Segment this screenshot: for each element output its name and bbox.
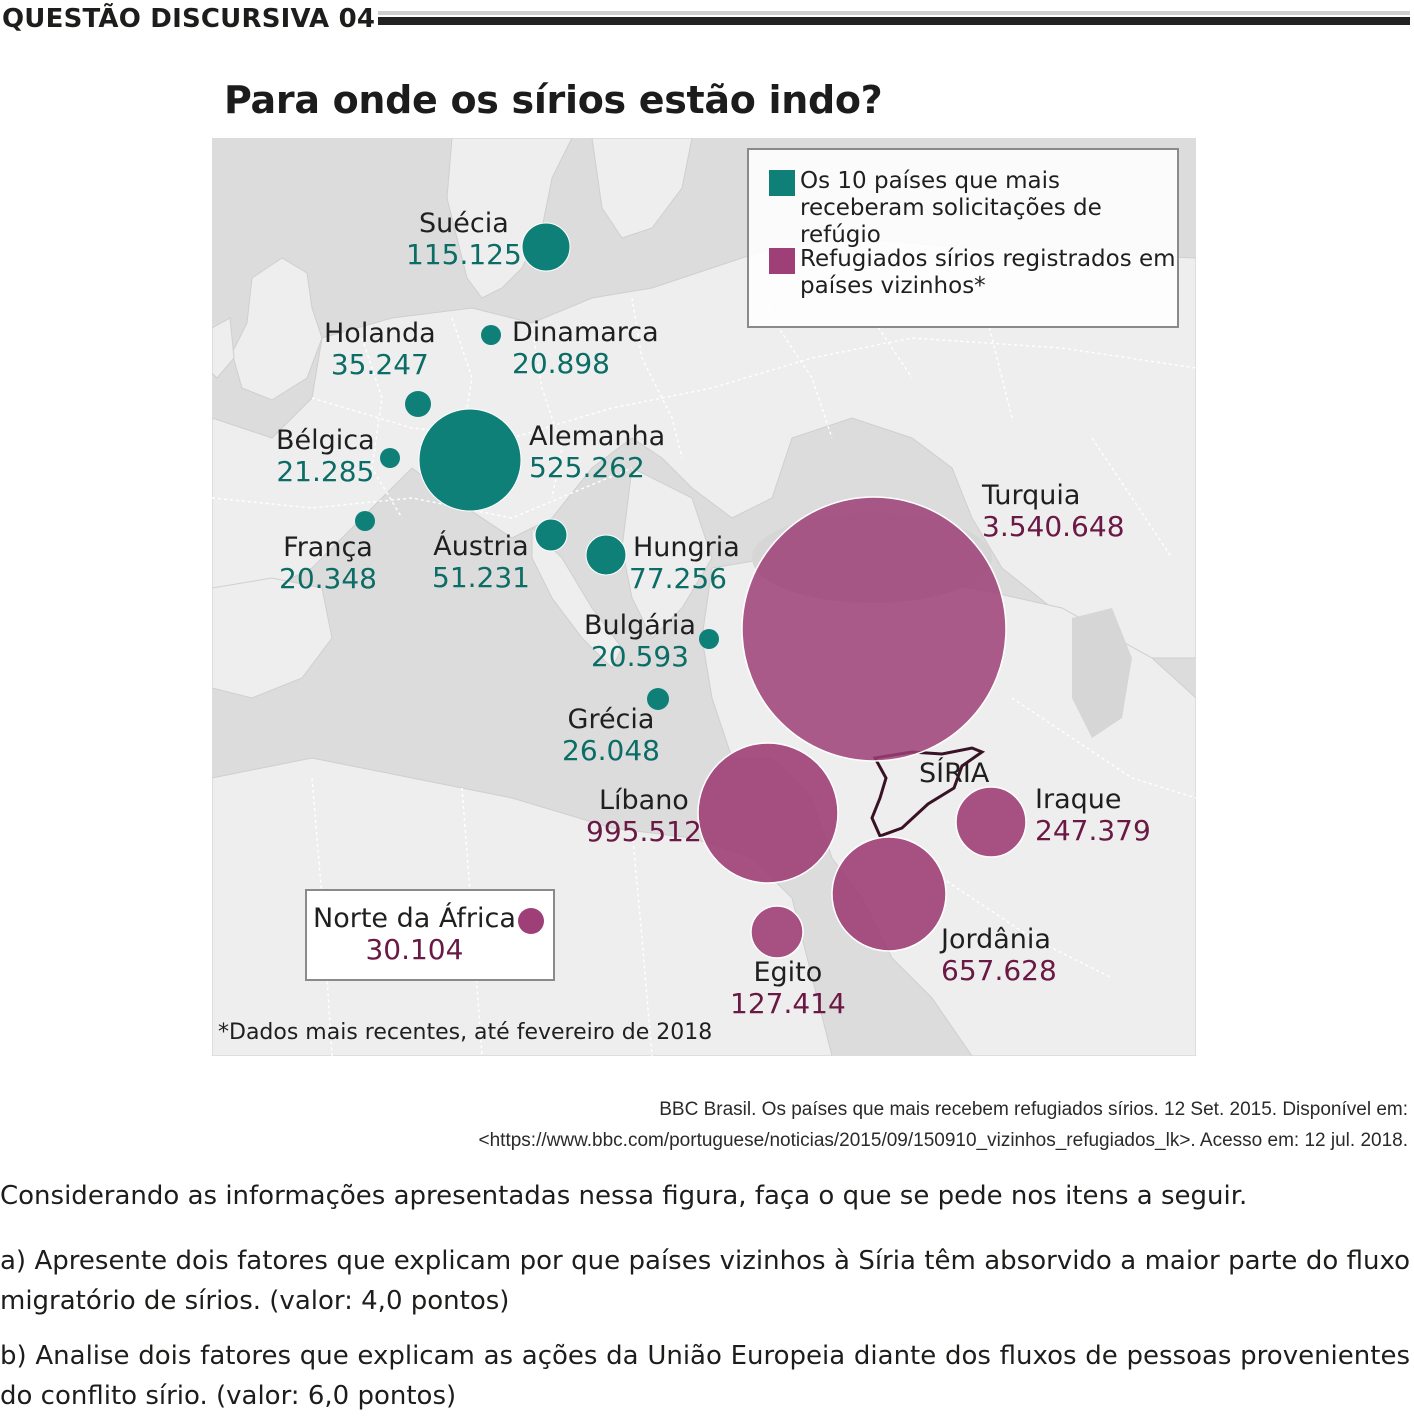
citation-line-2: <https://www.bbc.com/portuguese/noticias… bbox=[478, 1130, 1408, 1151]
asylum-bubbles bbox=[355, 222, 719, 710]
syria-outline bbox=[870, 746, 986, 838]
bubble-austria bbox=[534, 518, 568, 552]
bubble-franca bbox=[355, 511, 375, 531]
page-header: QUESTÃO DISCURSIVA 04 bbox=[0, 0, 1414, 44]
neighbor-bubbles bbox=[697, 496, 1027, 959]
bubble-belgica bbox=[380, 448, 400, 468]
label-franca: França 20.348 bbox=[279, 532, 377, 595]
citation-line-1: BBC Brasil. Os países que mais recebem r… bbox=[659, 1099, 1408, 1120]
header-rule-light bbox=[378, 11, 1410, 15]
bubble-egito bbox=[750, 905, 804, 959]
bubble-norte-africa bbox=[518, 908, 544, 934]
bubble-bulgaria bbox=[699, 629, 719, 649]
bubble-layer bbox=[355, 222, 1027, 959]
bubble-alemanha bbox=[418, 408, 522, 512]
bubble-dinamarca bbox=[481, 325, 501, 345]
bubble-turquia bbox=[741, 496, 1007, 762]
label-holanda: Holanda 35.247 bbox=[324, 318, 436, 381]
map-footnote: *Dados mais recentes, até fevereiro de 2… bbox=[218, 1020, 713, 1045]
legend-label-asylum: Os 10 países que mais receberam solicita… bbox=[800, 168, 1102, 248]
legend-swatch-neighbors bbox=[769, 248, 795, 274]
bubble-holanda bbox=[405, 391, 431, 417]
label-grecia: Grécia 26.048 bbox=[562, 704, 660, 767]
label-dinamarca: Dinamarca 20.898 bbox=[512, 317, 659, 380]
label-alemanha: Alemanha 525.262 bbox=[529, 421, 666, 484]
label-libano: Líbano 995.512 bbox=[586, 785, 702, 848]
label-bulgaria: Bulgária 20.593 bbox=[584, 610, 696, 673]
bubble-grecia bbox=[647, 688, 669, 710]
legend-swatch-asylum bbox=[769, 170, 795, 196]
bubble-jordania bbox=[831, 836, 947, 952]
label-turquia: Turquia 3.540.648 bbox=[982, 480, 1125, 543]
bubble-suecia bbox=[521, 222, 571, 272]
north-africa-box bbox=[305, 889, 555, 981]
source-citation: BBC Brasil. Os países que mais recebem r… bbox=[479, 1094, 1408, 1156]
question-item-b: b) Analise dois fatores que explicam as … bbox=[0, 1341, 1410, 1411]
question-intro: Considerando as informações apresentadas… bbox=[0, 1181, 1248, 1211]
label-norte-africa: Norte da África 30.104 bbox=[313, 903, 516, 966]
label-egito: Egito 127.414 bbox=[730, 957, 846, 1020]
label-suecia: Suécia 115.125 bbox=[406, 208, 522, 271]
bubble-iraque bbox=[955, 786, 1027, 858]
label-austria: Áustria 51.231 bbox=[432, 531, 530, 594]
legend-label-neighbors: Refugiados sírios registrados em países … bbox=[800, 246, 1176, 299]
map-title: Para onde os sírios estão indo? bbox=[224, 78, 883, 122]
map-legend: Os 10 países que mais receberam solicita… bbox=[747, 148, 1179, 328]
question-heading: QUESTÃO DISCURSIVA 04 bbox=[2, 4, 376, 34]
label-siria: SÍRIA bbox=[919, 758, 990, 789]
header-rule bbox=[378, 17, 1410, 25]
bubble-libano bbox=[697, 742, 839, 884]
label-belgica: Bélgica 21.285 bbox=[276, 425, 375, 488]
question-item-a: a) Apresente dois fatores que explicam p… bbox=[0, 1246, 1410, 1316]
bubble-norte-africa-wrap bbox=[518, 908, 544, 934]
label-hungria: Hungria 77.256 bbox=[629, 532, 740, 595]
label-jordania: Jordânia 657.628 bbox=[941, 924, 1057, 987]
bubble-hungria bbox=[585, 534, 627, 576]
label-iraque: Iraque 247.379 bbox=[1035, 784, 1151, 847]
